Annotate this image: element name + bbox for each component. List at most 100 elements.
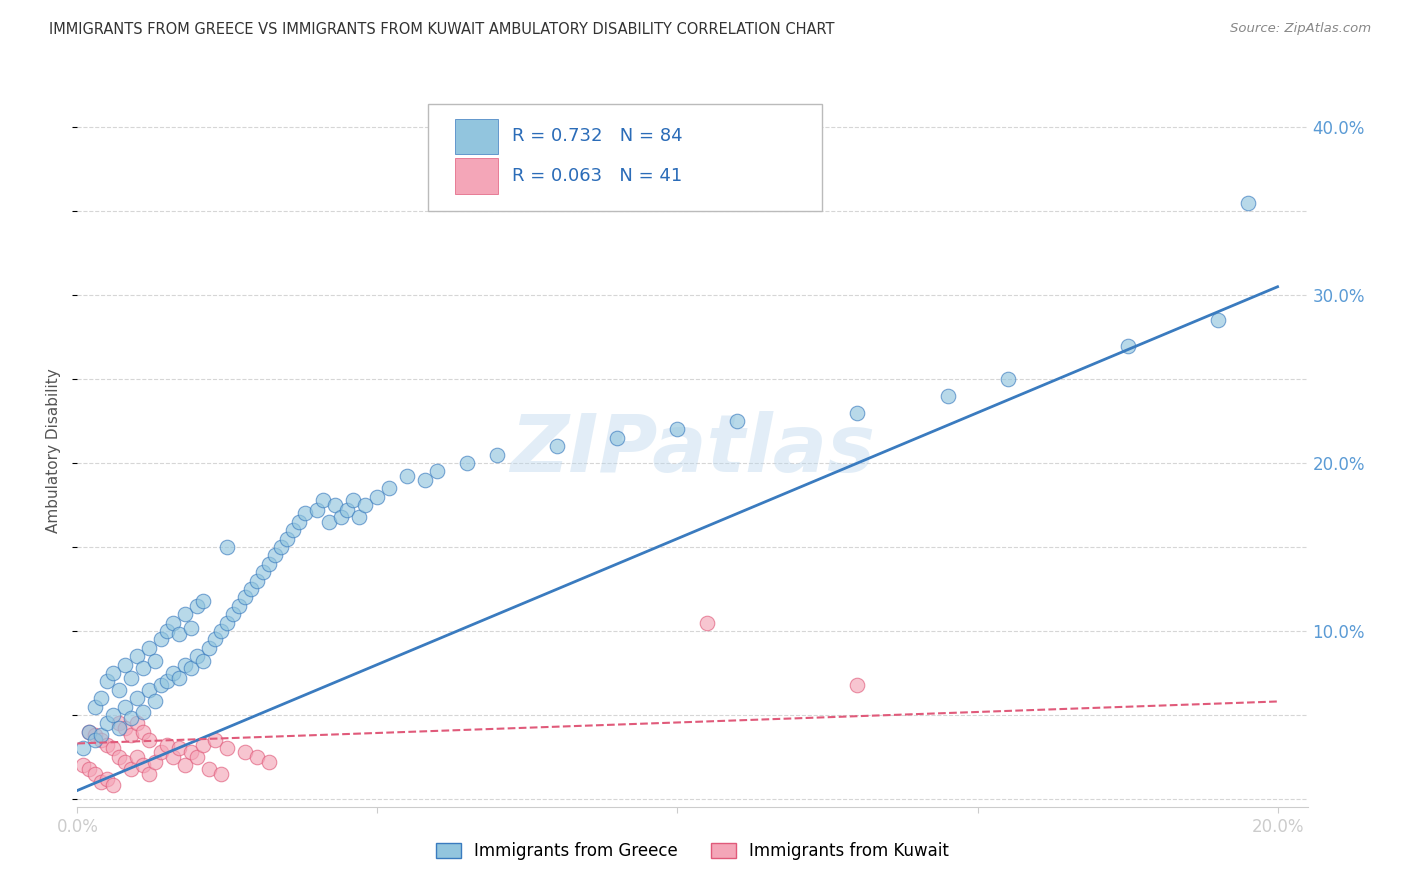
Point [696, 615, 718, 630]
Point [193, 593, 215, 607]
Point [217, 741, 239, 756]
Point [114, 755, 136, 769]
Point [174, 657, 197, 672]
Point [354, 498, 377, 512]
Point [180, 745, 202, 759]
Point [193, 654, 215, 668]
Point [246, 574, 269, 588]
Point [120, 711, 142, 725]
Point [259, 755, 281, 769]
Point [349, 509, 371, 524]
Point [325, 498, 347, 512]
Point [217, 615, 239, 630]
Point [997, 372, 1019, 386]
Point [246, 750, 269, 764]
Point [156, 738, 179, 752]
Text: IMMIGRANTS FROM GREECE VS IMMIGRANTS FROM KUWAIT AMBULATORY DISABILITY CORRELATI: IMMIGRANTS FROM GREECE VS IMMIGRANTS FRO… [49, 22, 835, 37]
Text: R = 0.063   N = 41: R = 0.063 N = 41 [512, 167, 682, 185]
Point [288, 515, 311, 529]
Point [259, 557, 281, 571]
Point [276, 532, 298, 546]
FancyBboxPatch shape [427, 104, 821, 211]
Point [186, 750, 208, 764]
Point [143, 755, 166, 769]
Point [415, 473, 437, 487]
Point [103, 707, 125, 722]
Point [103, 665, 125, 680]
Point [79, 762, 101, 776]
Point [90, 775, 112, 789]
Point [666, 422, 689, 436]
Point [180, 621, 202, 635]
Point [426, 465, 449, 479]
Point [156, 674, 179, 689]
Point [96, 674, 118, 689]
Point [90, 728, 112, 742]
Point [138, 682, 160, 697]
Point [486, 448, 509, 462]
Point [138, 766, 160, 780]
Point [180, 661, 202, 675]
Point [198, 640, 221, 655]
Text: ZIPatlas: ZIPatlas [510, 411, 875, 490]
Point [108, 716, 131, 731]
Point [103, 779, 125, 793]
Point [606, 431, 628, 445]
Bar [456, 158, 498, 194]
Point [283, 523, 305, 537]
Point [186, 599, 208, 613]
Point [72, 741, 94, 756]
Point [228, 599, 250, 613]
Point [127, 649, 149, 664]
Point [217, 540, 239, 554]
Point [378, 481, 401, 495]
Point [330, 509, 353, 524]
Point [120, 762, 142, 776]
Point [96, 738, 118, 752]
Point [72, 758, 94, 772]
Point [96, 772, 118, 786]
Point [209, 766, 232, 780]
Point [169, 627, 191, 641]
Point [336, 503, 359, 517]
Point [1236, 195, 1258, 210]
Point [84, 728, 107, 742]
Point [84, 733, 107, 747]
Point [162, 615, 184, 630]
Point [235, 745, 257, 759]
Point [138, 733, 160, 747]
Point [162, 665, 184, 680]
Point [84, 699, 107, 714]
Point [132, 661, 155, 675]
Point [114, 722, 136, 736]
Point [108, 682, 131, 697]
Point [396, 469, 419, 483]
Point [103, 741, 125, 756]
Point [169, 671, 191, 685]
Point [132, 758, 155, 772]
Point [252, 565, 274, 579]
Point [546, 439, 568, 453]
Point [138, 640, 160, 655]
Point [156, 624, 179, 638]
Point [108, 750, 131, 764]
Point [186, 649, 208, 664]
Point [114, 699, 136, 714]
Point [193, 738, 215, 752]
Point [127, 750, 149, 764]
Point [312, 493, 335, 508]
Point [174, 758, 197, 772]
Point [318, 515, 340, 529]
Point [90, 691, 112, 706]
Point [143, 694, 166, 708]
Point [936, 389, 959, 403]
Point [169, 741, 191, 756]
Point [79, 724, 101, 739]
Point [846, 678, 869, 692]
Point [342, 493, 364, 508]
Point [120, 671, 142, 685]
Point [114, 657, 136, 672]
Point [240, 582, 263, 596]
Point [846, 406, 869, 420]
Point [127, 691, 149, 706]
